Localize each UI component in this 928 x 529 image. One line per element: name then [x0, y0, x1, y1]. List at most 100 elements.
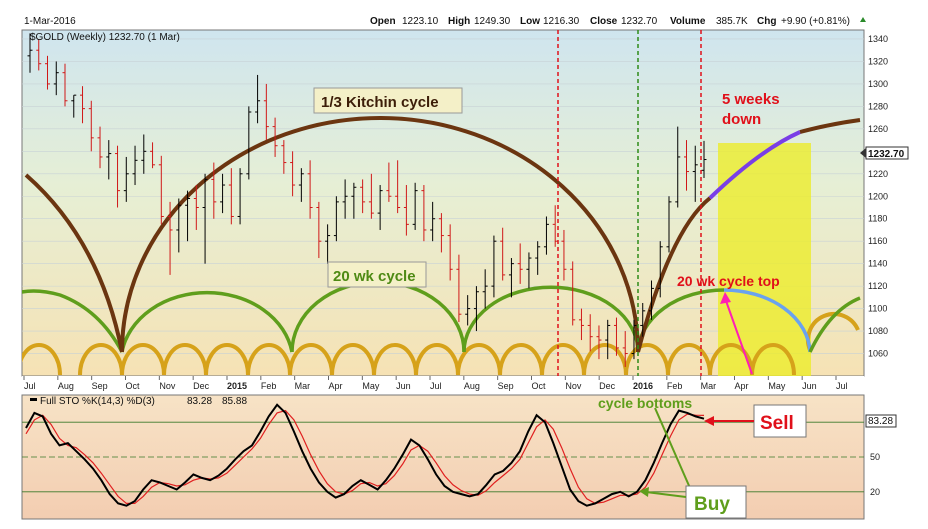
sto-k-line	[25, 403, 705, 507]
close-value: 1232.70	[621, 16, 658, 27]
x-tick-label: Feb	[261, 381, 277, 391]
half-cycle-arc	[120, 342, 166, 376]
wk20-label: 20 wk cycle	[333, 268, 416, 285]
x-tick-label: May	[768, 381, 786, 391]
price-tick-label: 1060	[868, 349, 888, 359]
half-cycle-arc	[246, 342, 292, 376]
price-tick-label: 1080	[868, 326, 888, 336]
wk20-cycle-arc	[808, 296, 861, 353]
half-cycle-arc	[498, 342, 544, 376]
five-weeks-label-line1: 5 weeks	[722, 91, 780, 108]
price-tick-label: 1260	[868, 124, 888, 134]
x-tick-label: Oct	[532, 381, 547, 391]
x-tick-label: Dec	[193, 381, 210, 391]
price-tick-label: 1220	[868, 169, 888, 179]
x-tick-label: Aug	[464, 381, 480, 391]
price-tick-label: 1300	[868, 79, 888, 89]
price-tick-label: 1160	[868, 236, 887, 246]
price-y-axis: 1060108011001120114011601180120012201240…	[868, 34, 888, 359]
sto-d-value: 85.88	[222, 396, 247, 407]
x-tick-label: 2016	[633, 381, 653, 391]
cycle-top-label: 20 wk cycle top	[677, 273, 780, 289]
chg-value: +9.90 (+0.81%)	[781, 16, 850, 27]
half-cycle-arc	[22, 342, 62, 376]
x-tick-label: Aug	[58, 381, 74, 391]
wk20-label-box	[327, 261, 427, 288]
price-tick-label: 1140	[868, 259, 887, 269]
x-tick-label: 2015	[227, 381, 247, 391]
volume-label: Volume	[670, 16, 706, 27]
high-label: High	[448, 16, 470, 27]
x-tick-label: Nov	[565, 381, 582, 391]
wk20-cycle-arc	[120, 290, 294, 353]
kitchin-label: 1/3 Kitchin cycle	[321, 94, 439, 111]
buy-box	[685, 485, 747, 519]
x-tick-label: Apr	[735, 381, 749, 391]
open-label: Open	[370, 16, 396, 27]
kitchin-cycle-arc	[120, 116, 640, 353]
half-cycle-arc	[288, 342, 334, 376]
sto-tick-label: 20	[870, 487, 880, 497]
sell-label: Sell	[760, 413, 794, 434]
five-weeks-label-line2: down	[722, 111, 761, 128]
price-tick-label: 1280	[868, 101, 888, 111]
half-cycle-arc	[414, 342, 460, 376]
x-tick-label: Jun	[396, 381, 411, 391]
kitchin-cycle-arc	[799, 118, 861, 134]
open-value: 1223.10	[402, 16, 439, 27]
wk20-projection-blue-arc	[723, 288, 812, 353]
half-cycle-arc	[204, 342, 250, 376]
sto-k-value: 83.28	[187, 396, 212, 407]
sell-arrow-head-icon	[704, 416, 714, 426]
x-tick-label: Jul	[430, 381, 442, 391]
price-tick-label: 1120	[868, 281, 887, 291]
last-price-tag: 1232.70	[868, 149, 905, 160]
x-tick-label: Jun	[802, 381, 817, 391]
cycle-top-arrow-head-icon	[720, 292, 731, 304]
buy-arrow	[645, 491, 687, 498]
x-tick-label: Feb	[667, 381, 683, 391]
price-tick-label: 1180	[868, 214, 887, 224]
volume-value: 385.7K	[716, 16, 748, 27]
x-tick-label: Mar	[701, 381, 717, 391]
half-cycle-arc	[330, 342, 376, 376]
half-cycle-arc	[666, 342, 712, 376]
buy-arrow-head-icon	[639, 487, 649, 497]
x-tick-label: Apr	[329, 381, 343, 391]
price-tick-label: 1200	[868, 191, 888, 201]
half-cycle-arc	[582, 342, 628, 376]
low-value: 1216.30	[543, 16, 580, 27]
close-label: Close	[590, 16, 618, 27]
wk20-cycle-arc	[22, 289, 124, 353]
half-cycle-arc	[78, 342, 124, 376]
x-tick-label: Mar	[295, 381, 311, 391]
half-cycle-arc	[540, 342, 586, 376]
buy-label: Buy	[694, 494, 730, 515]
price-tick-label: 1340	[868, 34, 888, 44]
half-cycle-arc	[708, 342, 754, 376]
cycle-bottoms-arrow	[654, 407, 691, 489]
x-tick-label: Sep	[498, 381, 514, 391]
sto-label: Full STO %K(14,3) %D(3)	[40, 396, 155, 407]
kitchin-cycle-arc	[24, 173, 124, 353]
cycle-bottoms-label: cycle bottoms	[598, 395, 692, 411]
last-price-tag-pointer-icon	[860, 148, 866, 158]
chg-up-arrow-icon	[860, 17, 866, 22]
high-value: 1249.30	[474, 16, 511, 27]
wk20-cycle-arc	[462, 285, 640, 353]
x-axis-band	[22, 376, 864, 395]
x-tick-label: Nov	[159, 381, 176, 391]
symbol-label: $GOLD (Weekly) 1232.70 (1 Mar)	[30, 32, 180, 43]
kitchin-label-box	[313, 87, 463, 114]
low-label: Low	[520, 16, 540, 27]
sto-legend: Full STO %K(14,3) %D(3) 83.28 85.88	[30, 396, 247, 407]
x-tick-label: Jul	[24, 381, 36, 391]
price-tick-label: 1320	[868, 56, 888, 66]
chg-label: Chg	[757, 16, 776, 27]
header-date: 1-Mar-2016	[24, 16, 76, 27]
sto-k-tag-box	[865, 414, 897, 428]
half-cycle-arc	[750, 342, 796, 376]
sto-k-tag: 83.28	[868, 416, 893, 427]
